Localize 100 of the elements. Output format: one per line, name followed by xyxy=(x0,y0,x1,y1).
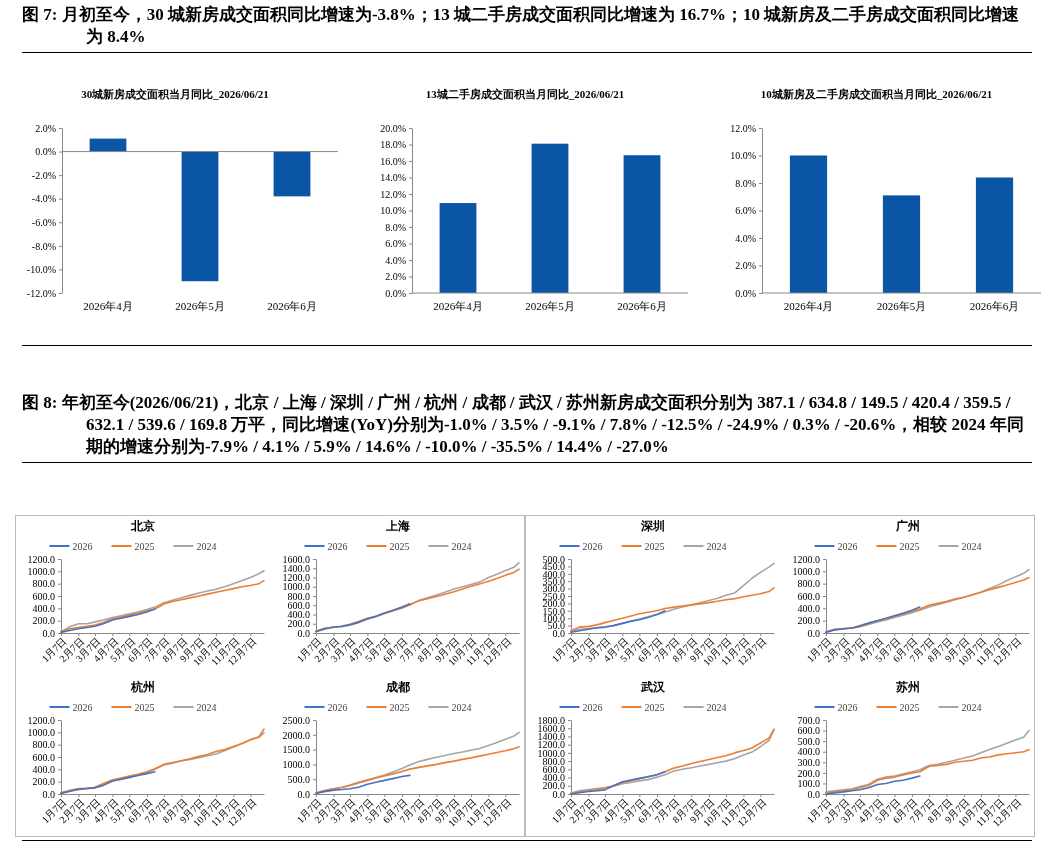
chart-title: 苏州 xyxy=(894,680,920,694)
chart-title: 北京 xyxy=(129,519,155,533)
bar xyxy=(975,177,1014,293)
y-tick-label: 600.0 xyxy=(32,590,55,602)
chart-title: 广州 xyxy=(894,519,920,533)
line-series xyxy=(825,606,921,634)
y-tick-label: 4.0% xyxy=(385,254,406,266)
y-tick-label: 2500.0 xyxy=(282,714,310,726)
y-tick-label: 1000.0 xyxy=(27,566,55,578)
y-tick-label: 1200.0 xyxy=(282,572,310,584)
y-tick-label: 0.0 xyxy=(297,788,310,800)
caption: 图 8: 年初至今(2026/06/21)，北京 / 上海 / 深圳 / 广州 / 杭州 / 成都 / 武汉 / 苏州新房成交面积分别为 387.1 / 634.8 / 149.5 / 420.4 / 359.5 / 632.1 / 539.6 / 169.8 万平，同比增速(YoY)分别为-1.0% / 3.5% / -9.1% / 7.8% / -12.5% / -24.9% / 0.3% / -20.6%，相较 2024 年同期的增速分别为-7.9% / 4.1% / 5.9% / 14.6% / -10.0% / -35.5% / 14.4% / -27.0% xyxy=(22,392,1032,463)
x-tick-label: 2026年6月 xyxy=(969,300,1020,312)
bar xyxy=(531,143,569,293)
x-tick-label: 2026年6月 xyxy=(617,300,667,312)
y-tick-label: 10.0% xyxy=(730,150,756,162)
legend-label: 2024 xyxy=(451,702,472,713)
caption: 图 7: 月初至今，30 城新房成交面积同比增速为-3.8%；13 城二手房成交面积同比增速为 16.7%；10 城新房及二手房成交面积同比增速为 8.4% xyxy=(22,4,1032,53)
legend-label: 2025 xyxy=(644,702,665,713)
legend-label: 2024 xyxy=(706,541,727,552)
legend-label: 2026 xyxy=(837,702,858,713)
bar xyxy=(439,203,477,293)
y-tick-label: 200.0 xyxy=(797,767,820,779)
y-tick-label: 700.0 xyxy=(797,714,820,726)
y-tick-label: 100.0 xyxy=(797,778,820,790)
line-series xyxy=(60,771,156,795)
chart-title: 13城二手房成交面积当月同比_2026/06/21 xyxy=(425,88,625,100)
y-tick-label: 1200.0 xyxy=(27,714,55,726)
y-tick-label: 1000.0 xyxy=(792,566,820,578)
y-tick-label: 600.0 xyxy=(287,599,310,611)
bar xyxy=(789,155,828,293)
y-tick-label: 1000.0 xyxy=(282,581,310,593)
chart-title: 杭州 xyxy=(129,680,155,694)
legend-label: 2025 xyxy=(899,702,920,713)
y-tick-label: 14.0% xyxy=(380,172,406,184)
y-tick-label: 2.0% xyxy=(385,271,406,283)
x-tick-label: 2026年4月 xyxy=(783,300,834,312)
bar xyxy=(623,155,661,293)
y-tick-label: 0.0 xyxy=(807,627,820,639)
legend-label: 2025 xyxy=(134,702,155,713)
line-series xyxy=(60,608,156,634)
y-tick-label: 800.0 xyxy=(287,590,310,602)
y-tick-label: 0.0 xyxy=(807,788,820,800)
y-tick-label: 6.0% xyxy=(385,238,406,250)
line-series xyxy=(570,771,666,795)
y-tick-label: 6.0% xyxy=(735,205,756,217)
legend-label: 2025 xyxy=(134,541,155,552)
y-tick-label: -2.0% xyxy=(31,169,56,181)
y-tick-label: 0.0% xyxy=(735,287,756,299)
y-tick-label: 400.0 xyxy=(797,746,820,758)
legend-label: 2024 xyxy=(961,702,982,713)
y-tick-label: -12.0% xyxy=(26,287,56,299)
x-tick-label: 2026年4月 xyxy=(433,300,483,312)
y-tick-label: 1200.0 xyxy=(27,553,55,565)
y-tick-label: 500.0 xyxy=(287,773,310,785)
y-tick-label: 16.0% xyxy=(380,155,406,167)
y-tick-label: 800.0 xyxy=(32,578,55,590)
legend-label: 2026 xyxy=(837,541,858,552)
y-tick-label: 200.0 xyxy=(32,615,55,627)
chart-title: 上海 xyxy=(384,519,410,533)
y-tick-label: 0.0 xyxy=(42,788,55,800)
y-tick-label: 600.0 xyxy=(797,725,820,737)
y-tick-label: 18.0% xyxy=(380,139,406,151)
y-tick-label: 1500.0 xyxy=(282,744,310,756)
y-tick-label: 1800.0 xyxy=(537,714,565,726)
legend-label: 2026 xyxy=(582,702,603,713)
y-tick-label: 400.0 xyxy=(287,609,310,621)
line-series xyxy=(825,775,921,795)
y-tick-label: 2.0% xyxy=(35,122,56,134)
chart-title: 10城新房及二手房成交面积当月同比_2026/06/21 xyxy=(760,88,993,100)
chart-title: 成都 xyxy=(384,680,410,694)
line-series xyxy=(315,774,411,795)
y-tick-label: 1600.0 xyxy=(282,553,310,565)
y-tick-label: 800.0 xyxy=(32,739,55,751)
y-tick-label: 300.0 xyxy=(797,756,820,768)
y-tick-label: -4.0% xyxy=(31,193,56,205)
y-tick-label: 400.0 xyxy=(32,764,55,776)
legend-label: 2024 xyxy=(706,702,727,713)
y-tick-label: 0.0 xyxy=(42,627,55,639)
legend-label: 2025 xyxy=(899,541,920,552)
chart-title: 30城新房成交面积当月同比_2026/06/21 xyxy=(81,88,269,100)
x-tick-label: 2026年6月 xyxy=(267,300,317,312)
line-series xyxy=(315,603,411,633)
legend-label: 2024 xyxy=(451,541,472,552)
y-tick-label: 8.0% xyxy=(735,177,756,189)
y-tick-label: 200.0 xyxy=(797,615,820,627)
y-tick-label: 600.0 xyxy=(32,751,55,763)
legend-label: 2026 xyxy=(72,541,93,552)
y-tick-label: 600.0 xyxy=(797,590,820,602)
line-series xyxy=(570,610,666,634)
y-tick-label: -6.0% xyxy=(31,216,56,228)
y-tick-label: 0.0% xyxy=(385,287,406,299)
y-tick-label: -10.0% xyxy=(26,264,56,276)
y-tick-label: 1200.0 xyxy=(792,553,820,565)
y-tick-label: 400.0 xyxy=(797,603,820,615)
legend-label: 2026 xyxy=(72,702,93,713)
legend-label: 2024 xyxy=(961,541,982,552)
y-tick-label: 400.0 xyxy=(32,603,55,615)
legend-label: 2025 xyxy=(389,702,410,713)
bar xyxy=(882,195,921,293)
